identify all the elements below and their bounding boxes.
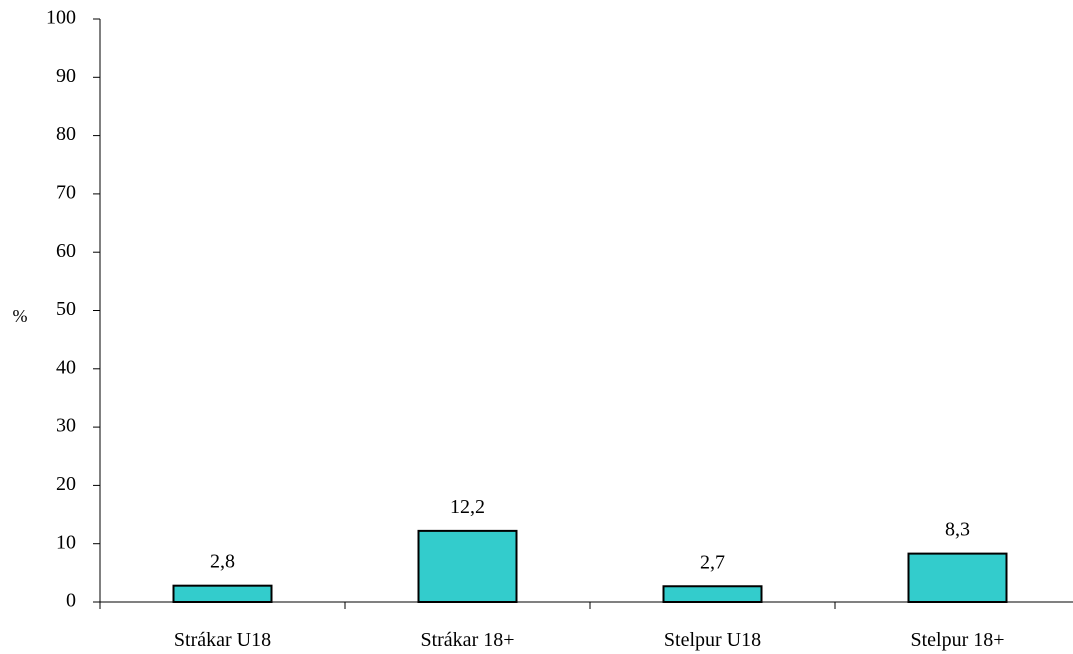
- y-tick-label: 0: [66, 590, 76, 612]
- y-tick-label: 10: [56, 531, 76, 553]
- y-tick-label: 20: [56, 473, 76, 495]
- bar: [907, 552, 1008, 604]
- bar-value-label: 2,8: [210, 551, 235, 573]
- bar-value-label: 8,3: [945, 519, 970, 541]
- y-tick-label: 30: [56, 415, 76, 437]
- y-tick-label: 40: [56, 356, 76, 378]
- bars: [172, 529, 1008, 604]
- bar-value-label: 2,7: [700, 551, 725, 573]
- x-category-label: Stelpur U18: [664, 629, 761, 651]
- bar-value-label: 12,2: [450, 496, 485, 518]
- y-tick-label: 70: [56, 181, 76, 203]
- data-labels: 2,8 12,2 2,7 8,3: [210, 496, 970, 573]
- x-category-label: Strákar 18+: [420, 629, 514, 651]
- bar: [417, 529, 518, 604]
- y-tick-label: 90: [56, 65, 76, 87]
- y-tick-label: 60: [56, 240, 76, 262]
- x-category-label: Strákar U18: [174, 629, 271, 651]
- y-axis-title: %: [13, 306, 28, 326]
- y-tick-label: 50: [56, 298, 76, 320]
- y-axis: 0 10 20 30 40 50 60 70 80 90 100: [46, 7, 101, 612]
- bar: [662, 585, 763, 603]
- y-tick-label: 100: [46, 7, 76, 29]
- bar: [172, 584, 273, 604]
- x-axis: Strákar U18 Strákar 18+ Stelpur U18 Stelpur…: [99, 601, 1073, 651]
- x-category-label: Stelpur 18+: [910, 629, 1004, 651]
- y-tick-label: 80: [56, 123, 76, 145]
